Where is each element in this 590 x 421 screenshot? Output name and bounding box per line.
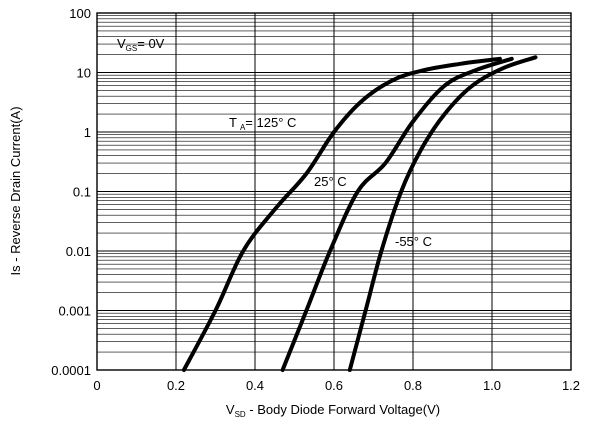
x-tick-label: 0: [93, 378, 100, 393]
y-tick-label: 10: [77, 66, 91, 81]
y-axis-title: Is - Reverse Drain Current(A): [8, 106, 23, 275]
x-tick-label: 0.8: [404, 378, 422, 393]
t25-annotation: 25° C: [314, 174, 347, 189]
x-tick-label: 1.2: [562, 378, 580, 393]
vgs-main: V: [117, 36, 126, 51]
grid: [96, 13, 572, 371]
ta-rest: = 125° C: [245, 115, 296, 130]
ta-125-annotation: T A= 125° C: [229, 115, 296, 132]
x-tick-label: 0.6: [325, 378, 343, 393]
vgs-rest: = 0V: [137, 36, 164, 51]
x-axis-title-rest: - Body Diode Forward Voltage(V): [246, 402, 440, 417]
x-tick-label: 0.4: [246, 378, 264, 393]
x-tick-label: 0.2: [167, 378, 185, 393]
ta-main: T: [229, 115, 237, 130]
vgs-annotation: VGS= 0V: [117, 36, 165, 53]
series-line-0: [181, 56, 502, 372]
x-tick-label: 1.0: [483, 378, 501, 393]
x-tick-labels: 0 0.2 0.4 0.6 0.8 1.0 1.2: [93, 378, 580, 393]
y-tick-label: 1: [84, 125, 91, 140]
plot-frame: [96, 12, 572, 371]
y-tick-label: 0.0001: [51, 363, 91, 378]
x-axis-title: VSD - Body Diode Forward Voltage(V): [226, 402, 440, 419]
series-line-2: [347, 55, 538, 372]
x-axis-title-sub: SD: [235, 410, 246, 419]
curves: [181, 55, 538, 372]
tm55-annotation: -55° C: [395, 234, 432, 249]
ta-sub: A: [240, 123, 246, 132]
vgs-sub: GS: [126, 44, 138, 53]
series-line-1: [280, 56, 514, 372]
y-tick-label: 0.001: [58, 304, 91, 319]
y-tick-label: 100: [69, 6, 91, 21]
y-tick-label: 0.01: [66, 244, 91, 259]
x-axis-title-main: V: [226, 402, 235, 417]
y-tick-label: 0.1: [73, 185, 91, 200]
y-tick-labels: 0.0001 0.001 0.01 0.1 1 10 100: [51, 6, 91, 378]
